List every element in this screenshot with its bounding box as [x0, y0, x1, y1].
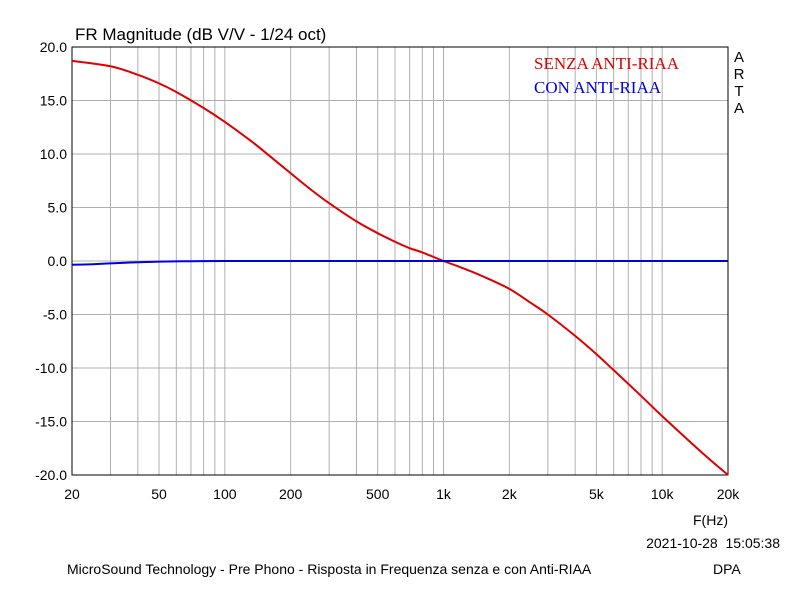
y-tick-label: 20.0 [40, 39, 67, 55]
footer-caption: MicroSound Technology - Pre Phono - Risp… [67, 561, 592, 577]
chart-title: FR Magnitude (dB V/V - 1/24 oct) [75, 25, 326, 44]
x-tick-label: 200 [279, 486, 303, 502]
side-label-t: T [734, 83, 743, 100]
y-tick-label: 5.0 [48, 200, 68, 216]
x-tick-label: 5k [589, 486, 605, 502]
x-axis-label: F(Hz) [693, 512, 728, 528]
y-tick-label: -15.0 [35, 414, 67, 430]
y-tick-label: 10.0 [40, 146, 67, 162]
footer-dpa: DPA [713, 561, 741, 577]
x-tick-label: 2k [502, 486, 518, 502]
y-tick-label: -5.0 [43, 307, 67, 323]
x-tick-label: 20 [64, 486, 80, 502]
series-line-senza [71, 59, 729, 476]
y-tick-label: 0.0 [48, 253, 68, 269]
y-tick-label: -10.0 [35, 360, 67, 376]
x-tick-label: 500 [366, 486, 390, 502]
series-lines [71, 59, 729, 476]
series-line-con [71, 259, 728, 266]
timestamp: 2021-10-28 15:05:38 [646, 535, 780, 551]
x-tick-label: 20k [717, 486, 741, 502]
x-tick-label: 100 [213, 486, 237, 502]
y-tick-label: 15.0 [40, 93, 67, 109]
side-label-a2: A [734, 100, 744, 117]
legend-entry-con: CON ANTI-RIAA [534, 78, 662, 97]
side-label-a1: A [734, 49, 744, 66]
legend-entry-senza: SENZA ANTI-RIAA [534, 54, 680, 73]
side-label-r: R [734, 66, 745, 83]
x-tick-label: 10k [651, 486, 675, 502]
y-tick-label: -20.0 [35, 467, 67, 483]
y-tick-labels: 20.0 15.0 10.0 5.0 0.0 -5.0 -10.0 -15.0 -20.0 [35, 39, 67, 483]
x-tick-label: 1k [436, 486, 452, 502]
x-tick-label: 50 [151, 486, 167, 502]
x-tick-labels: 20 50 100 200 500 1k 2k 5k 10k 20k [64, 486, 740, 502]
